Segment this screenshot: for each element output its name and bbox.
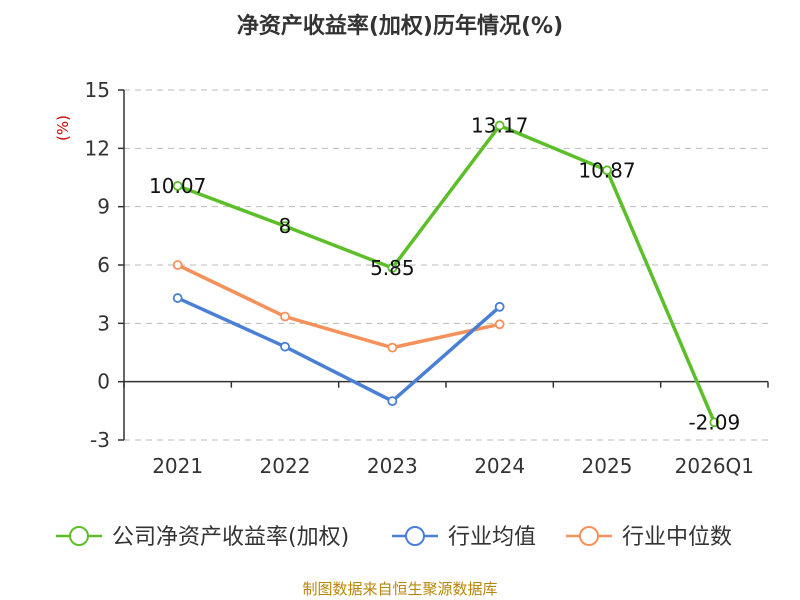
data-point <box>387 342 398 353</box>
data-label-layer: 10.07 8 5.85 13.17 10.87 -2.09 <box>149 114 740 435</box>
legend-label: 行业中位数 <box>622 525 732 550</box>
legend-swatch-marker <box>69 526 89 546</box>
legend-label: 行业均值 <box>448 525 536 550</box>
data-point <box>172 260 183 270</box>
data-point <box>602 165 612 176</box>
y-tick-label: 12 <box>85 136 110 160</box>
x-tick-label: 2021 <box>152 454 203 478</box>
data-point <box>494 120 505 131</box>
data-point <box>280 221 290 232</box>
data-label: 10.07 <box>149 174 206 198</box>
series-layer <box>172 120 720 428</box>
y-unit-label: (%) <box>54 115 72 141</box>
data-point <box>494 319 505 330</box>
x-tick-label: 2022 <box>260 454 311 478</box>
data-label: 10.87 <box>578 158 635 182</box>
x-tick-label: 2026Q1 <box>675 454 754 478</box>
series-line <box>176 263 501 350</box>
data-point <box>280 311 290 322</box>
y-tick-label: 3 <box>97 311 110 335</box>
legend-label: 公司净资产收益率(加权) <box>112 525 349 550</box>
grid-layer <box>124 89 768 441</box>
y-tick-label: 0 <box>97 370 110 394</box>
source-note: 制图数据来自恒生聚源数据库 <box>302 580 497 598</box>
y-tick-label: 15 <box>85 78 110 102</box>
legend: 公司净资产收益率(加权) 行业均值 行业中位数 <box>56 525 732 550</box>
x-tick-label: 2024 <box>474 454 525 478</box>
data-label: 13.17 <box>471 114 528 138</box>
data-label: 8 <box>279 214 292 238</box>
series-line <box>177 123 716 423</box>
axis-layer: -3 0 3 6 9 12 15 2021 2022 2023 2024 2025 2026Q1 <box>85 78 769 478</box>
data-point <box>172 180 183 191</box>
y-tick-label: 6 <box>97 253 110 277</box>
y-tick-label: -3 <box>90 428 110 452</box>
legend-swatch-marker <box>405 526 425 546</box>
legend-swatch-marker <box>579 526 599 546</box>
data-label: -2.09 <box>688 410 740 434</box>
data-point <box>387 263 398 273</box>
data-point <box>494 301 505 312</box>
chart-title: 净资产收益率(加权)历年情况(%) <box>237 13 563 39</box>
data-point <box>280 341 290 352</box>
data-point <box>387 396 398 407</box>
data-point <box>172 293 183 303</box>
data-label: 5.85 <box>370 256 415 280</box>
y-tick-label: 9 <box>97 195 110 219</box>
data-point <box>709 417 720 428</box>
series-line <box>176 296 501 403</box>
x-tick-label: 2025 <box>582 454 633 478</box>
x-tick-label: 2023 <box>367 454 418 478</box>
